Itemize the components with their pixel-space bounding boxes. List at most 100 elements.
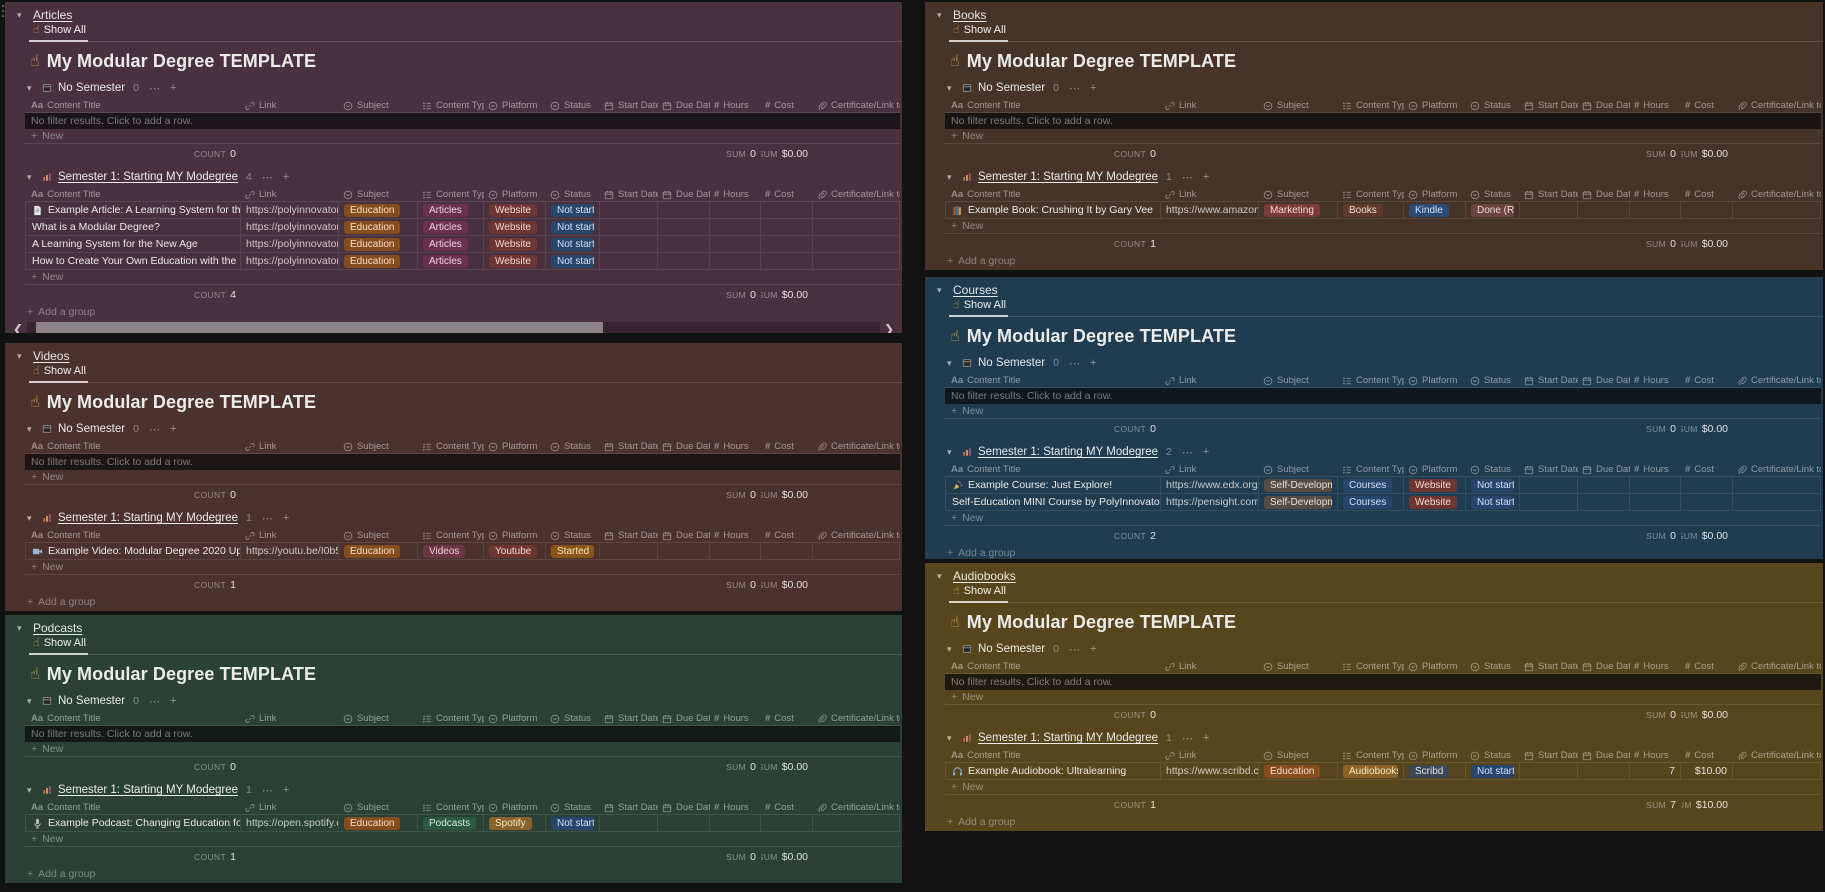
group-name[interactable]: No Semester [58, 82, 126, 94]
column-header-status[interactable]: Status [1466, 188, 1520, 201]
cell-subject[interactable]: Marketing [1259, 202, 1338, 218]
toggle-triangle-icon[interactable]: ▾ [27, 784, 32, 795]
column-header-due[interactable]: Due Date [658, 440, 710, 453]
toggle-triangle-icon[interactable]: ▾ [27, 171, 32, 182]
sum-cost-aggregate[interactable]: SUM$0.00 [761, 761, 813, 773]
column-header-cert[interactable]: Certificate/Link to Proof [1733, 188, 1821, 201]
column-header-cert[interactable]: Certificate/Link to Proof [813, 99, 900, 112]
column-header-subject[interactable]: Subject [1259, 99, 1338, 112]
add-group-button[interactable]: + Add a group [947, 816, 1823, 828]
column-header-content_type[interactable]: Content Type [418, 188, 484, 201]
group-options-icon[interactable]: ⋯ [1181, 446, 1193, 459]
scroll-right-icon[interactable]: ❯ [884, 321, 895, 334]
cell-platform[interactable]: Scribd [1404, 763, 1466, 779]
column-header-status[interactable]: Status [546, 99, 600, 112]
new-row-button[interactable]: + New [945, 690, 1821, 705]
column-header-subject[interactable]: Subject [1259, 660, 1338, 673]
table-row[interactable]: Example Book: Crushing It by Gary Vee htt… [945, 202, 1821, 219]
toggle-triangle-icon[interactable]: ▾ [947, 446, 952, 457]
new-row-button[interactable]: + New [945, 404, 1821, 419]
column-header-hours[interactable]: # Hours [1630, 374, 1681, 387]
cell-due[interactable] [658, 202, 710, 218]
group-name[interactable]: No Semester [58, 695, 126, 707]
tab-show-all[interactable]: ☝ Show All [29, 637, 88, 655]
cell-subject[interactable]: Self-Development [1259, 477, 1338, 493]
group-name[interactable]: No Semester [58, 423, 126, 435]
group-options-icon[interactable]: ⋯ [261, 784, 273, 797]
column-header-content_type[interactable]: Content Type [418, 801, 484, 814]
column-header-platform[interactable]: Platform [1404, 463, 1466, 476]
count-aggregate[interactable]: COUNT 1 [25, 579, 241, 591]
cell-title[interactable]: Example Book: Crushing It by Gary Vee [945, 202, 1161, 218]
cell-title[interactable]: What is a Modular Degree? [25, 219, 241, 235]
cell-hours[interactable] [710, 236, 761, 252]
count-aggregate[interactable]: COUNT 2 [945, 530, 1161, 542]
column-header-cert[interactable]: Certificate/Link to Proof [1733, 374, 1821, 387]
column-header-hours[interactable]: # Hours [1630, 99, 1681, 112]
sum-cost-aggregate[interactable]: SUM$0.00 [761, 851, 813, 863]
column-header-content_type[interactable]: Content Type [418, 99, 484, 112]
column-header-due[interactable]: Due Date [658, 801, 710, 814]
cell-subject[interactable]: Education [1259, 763, 1338, 779]
column-header-platform[interactable]: Platform [484, 440, 546, 453]
column-header-due[interactable]: Due Date [1578, 463, 1630, 476]
column-header-link[interactable]: Link [1161, 660, 1259, 673]
column-header-cost[interactable]: # Cost [1681, 660, 1733, 673]
group-name[interactable]: Semester 1: Starting MY Modegree [978, 446, 1159, 458]
column-header-title[interactable]: Aa Content Title [945, 188, 1161, 201]
cell-platform[interactable]: Website [1404, 494, 1466, 510]
toggle-triangle-icon[interactable]: ▾ [947, 643, 952, 654]
cell-link[interactable]: https://open.spotify.com/episo [241, 815, 339, 831]
column-header-status[interactable]: Status [546, 801, 600, 814]
tab-show-all[interactable]: ☝ Show All [949, 585, 1008, 603]
column-header-subject[interactable]: Subject [339, 99, 418, 112]
column-header-cert[interactable]: Certificate/Link to Proof [1733, 463, 1821, 476]
cell-platform[interactable]: Website [484, 236, 546, 252]
cell-due[interactable] [1578, 477, 1630, 493]
column-header-hours[interactable]: # Hours [1630, 660, 1681, 673]
cell-due[interactable] [1578, 202, 1630, 218]
column-header-platform[interactable]: Platform [1404, 188, 1466, 201]
count-aggregate[interactable]: COUNT 0 [25, 761, 241, 773]
cell-content_type[interactable]: Articles [418, 253, 484, 269]
column-header-title[interactable]: Aa Content Title [945, 374, 1161, 387]
column-header-start[interactable]: Start Date [600, 99, 658, 112]
column-header-due[interactable]: Due Date [1578, 749, 1630, 762]
column-header-cert[interactable]: Certificate/Link to Proof [1733, 749, 1821, 762]
count-aggregate[interactable]: COUNT 1 [25, 851, 241, 863]
toggle-triangle-icon[interactable]: ▾ [947, 82, 952, 93]
cell-cert[interactable] [813, 815, 900, 831]
count-aggregate[interactable]: COUNT 1 [945, 238, 1161, 250]
cell-start[interactable] [600, 219, 658, 235]
sum-hours-aggregate[interactable]: SUM 0 [710, 489, 761, 501]
sum-hours-aggregate[interactable]: SUM 0 [710, 148, 761, 160]
cell-link[interactable]: https://polyinnovator.space/ho [241, 253, 339, 269]
cell-link[interactable]: https://pensight.com/x/polyinn [1161, 494, 1259, 510]
group-add-icon[interactable]: + [1089, 82, 1097, 94]
group-name[interactable]: Semester 1: Starting MY Modegree [58, 512, 239, 524]
cell-title[interactable]: Example Audiobook: Ultralearning [945, 763, 1161, 779]
cell-link[interactable]: https://www.edx.org/ [1161, 477, 1259, 493]
cell-start[interactable] [1520, 202, 1578, 218]
column-header-hours[interactable]: # Hours [1630, 188, 1681, 201]
column-header-cost[interactable]: # Cost [761, 188, 813, 201]
toggle-triangle-icon[interactable]: ▾ [27, 695, 32, 706]
column-header-cost[interactable]: # Cost [1681, 188, 1733, 201]
group-options-icon[interactable]: ⋯ [148, 695, 160, 708]
cell-platform[interactable]: Youtube [484, 543, 546, 559]
column-header-status[interactable]: Status [1466, 749, 1520, 762]
table-row[interactable]: Example Video: Modular Degree 2020 Updat… [25, 543, 900, 560]
column-header-status[interactable]: Status [546, 712, 600, 725]
column-header-cost[interactable]: # Cost [761, 99, 813, 112]
count-aggregate[interactable]: COUNT 0 [945, 148, 1161, 160]
group-options-icon[interactable]: ⋯ [148, 423, 160, 436]
group-add-icon[interactable]: + [1089, 357, 1097, 369]
column-header-cost[interactable]: # Cost [1681, 99, 1733, 112]
column-header-content_type[interactable]: Content Type [1338, 749, 1404, 762]
cell-subject[interactable]: Education [339, 543, 418, 559]
cell-subject[interactable]: Education [339, 253, 418, 269]
cell-hours[interactable] [1630, 477, 1681, 493]
tab-show-all[interactable]: ☝ Show All [29, 24, 88, 42]
column-header-hours[interactable]: # Hours [710, 529, 761, 542]
add-group-button[interactable]: + Add a group [27, 868, 902, 880]
